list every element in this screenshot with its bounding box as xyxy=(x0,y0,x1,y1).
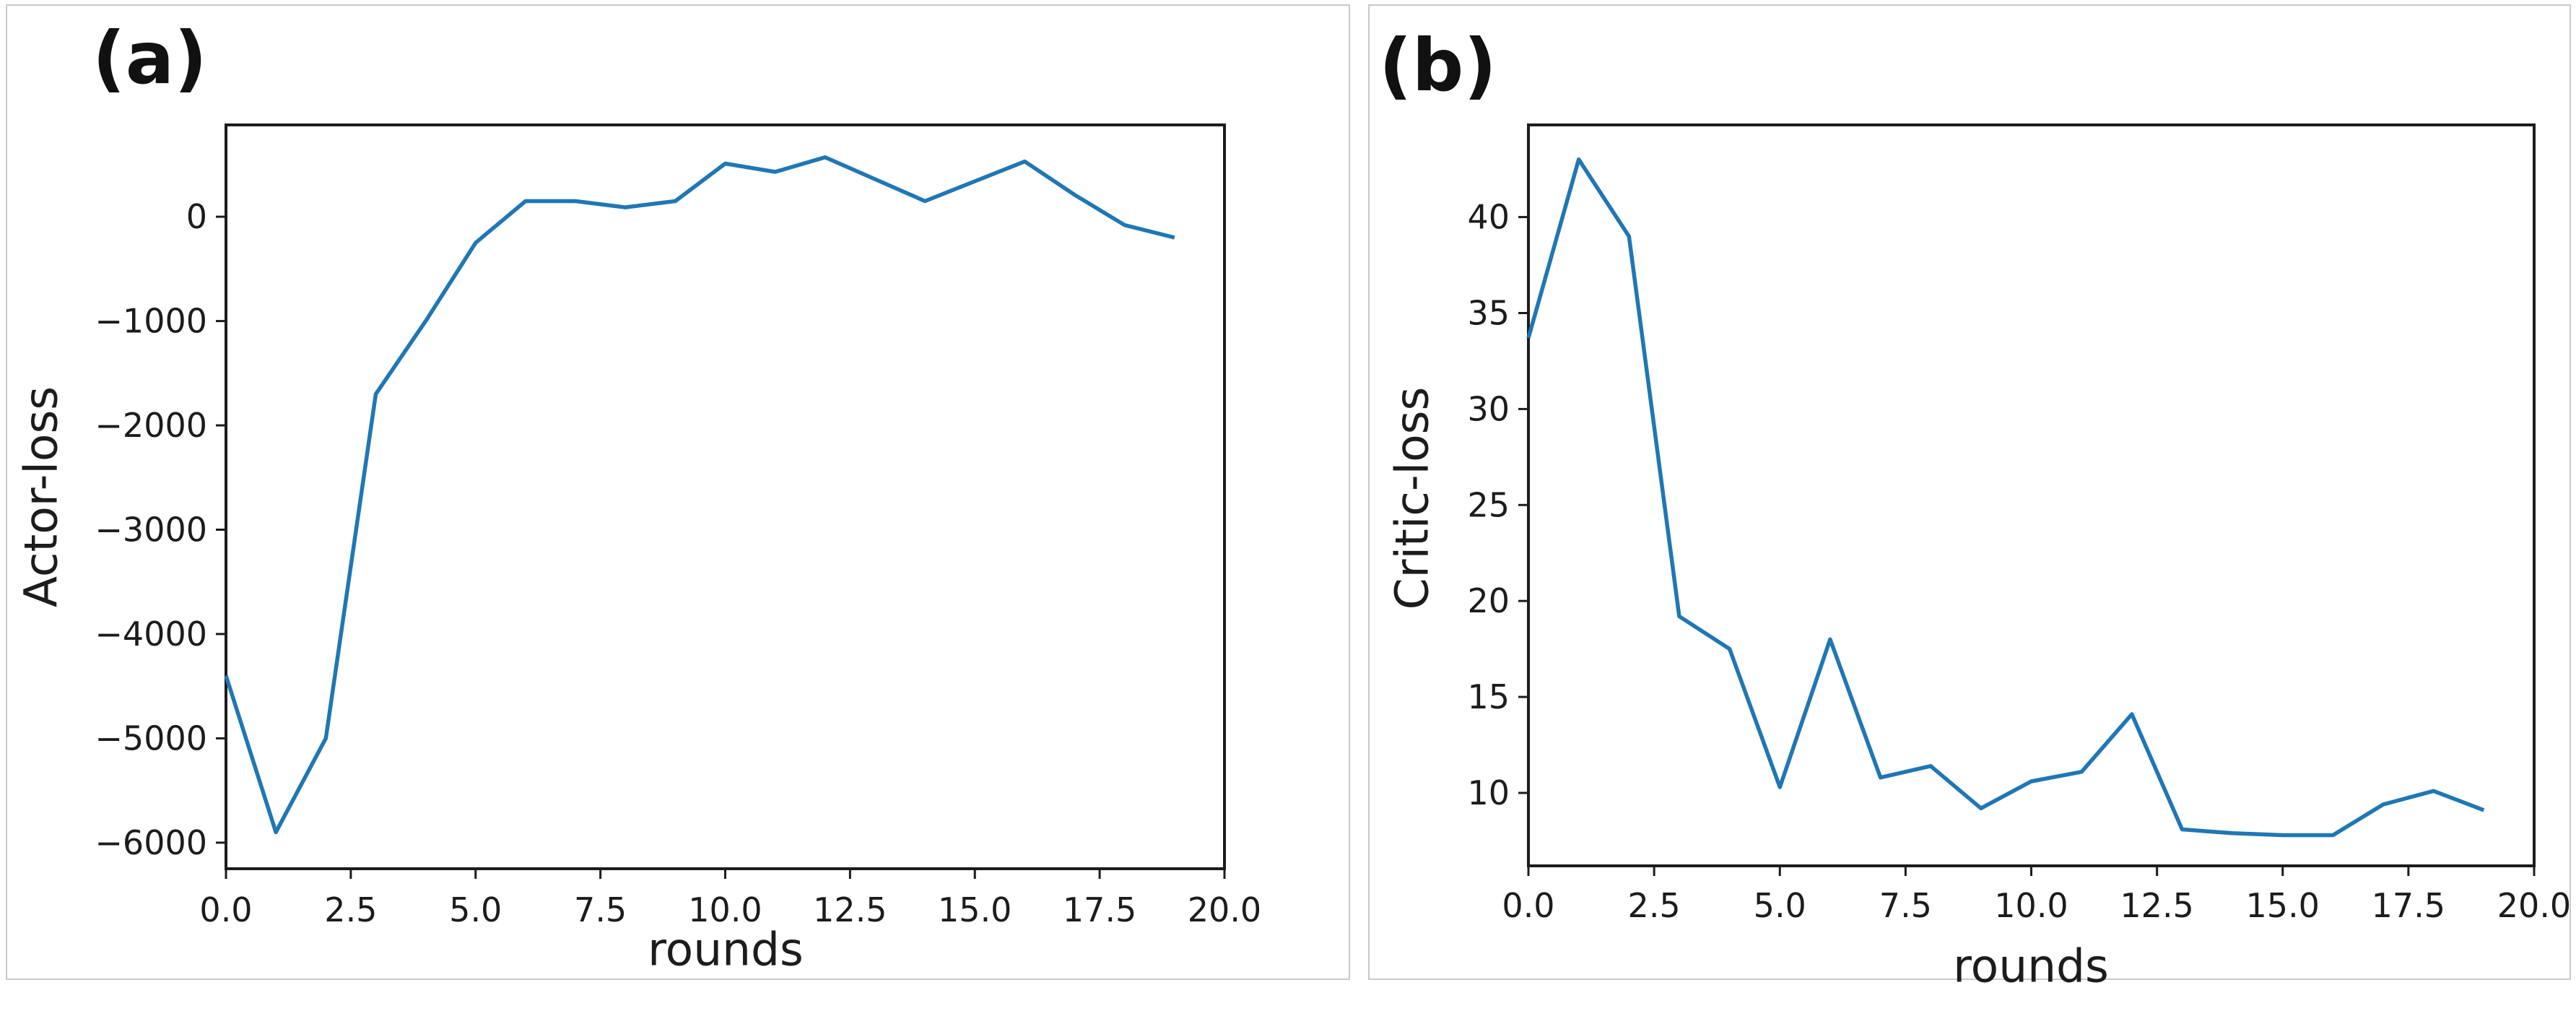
chart-b-plot: 0.0 2.5 5.0 7.5 10.0 12.5 15.0 17.5 20.0 10 15 20 25… xyxy=(1467,123,2571,925)
chart-a-xtick-label: 10.0 xyxy=(688,890,762,929)
chart-a-ytick-label: −2000 xyxy=(95,406,207,445)
chart-a-xlabel: rounds xyxy=(648,923,804,976)
chart-a-xtick-label: 5.0 xyxy=(449,890,502,929)
chart-a-ytick-label: −5000 xyxy=(95,719,207,758)
chart-a-xtick-label: 0.0 xyxy=(199,890,252,929)
chart-a-ylabel: Actor-loss xyxy=(14,386,68,608)
actor-loss-line xyxy=(224,155,1175,835)
chart-b-xtick-label: 17.5 xyxy=(2372,886,2445,925)
panel-b-label: (b) xyxy=(1379,23,1497,108)
chart-b-ytick-label: 25 xyxy=(1467,485,1510,524)
chart-b-xtick-label: 20.0 xyxy=(2497,886,2571,925)
chart-b-xtick-label: 5.0 xyxy=(1754,886,1806,925)
chart-b-ylabel: Critic-loss xyxy=(1385,386,1439,610)
chart-b-ytick-label: 30 xyxy=(1467,389,1510,428)
chart-b-xtick-label: 7.5 xyxy=(1879,886,1932,925)
chart-b-xlabel: rounds xyxy=(1953,940,2109,993)
chart-a-xtick-label: 20.0 xyxy=(1188,890,1261,929)
chart-a-xtick-label: 2.5 xyxy=(324,890,377,929)
chart-b-xtick-label: 2.5 xyxy=(1628,886,1681,925)
chart-a-xtick-label: 15.0 xyxy=(938,890,1011,929)
critic-loss-line xyxy=(1526,157,2485,838)
chart-b-ytick-label: 40 xyxy=(1467,198,1510,237)
chart-a-ytick-label: −6000 xyxy=(95,823,207,862)
chart-a-xtick-label: 7.5 xyxy=(574,890,627,929)
panel-a-label: (a) xyxy=(92,16,207,100)
panel-b xyxy=(1368,4,2571,980)
chart-a-xtick-label: 12.5 xyxy=(813,890,887,929)
chart-a-spines xyxy=(225,123,1226,870)
chart-b-xtick-label: 10.0 xyxy=(1994,886,2068,925)
chart-a-ytick-label: −3000 xyxy=(95,511,207,550)
panel-a xyxy=(6,4,1350,980)
chart-b-ytick-label: 20 xyxy=(1467,581,1510,620)
chart-a-ytick-label: 0 xyxy=(186,197,207,236)
chart-b-xtick-label: 15.0 xyxy=(2246,886,2320,925)
chart-b-xtick-label: 12.5 xyxy=(2120,886,2193,925)
chart-b-spines xyxy=(1527,123,2536,867)
chart-a-ytick-label: −1000 xyxy=(95,302,207,341)
chart-a-xtick-label: 17.5 xyxy=(1063,890,1136,929)
chart-a-plot: 0.0 2.5 5.0 7.5 10.0 12.5 15.0 17.5 20.0 0 −1000 −2… xyxy=(95,123,1261,929)
chart-b-ytick-label: 35 xyxy=(1467,293,1510,332)
chart-b-ytick-label: 10 xyxy=(1467,773,1510,812)
chart-a-ytick-label: −4000 xyxy=(95,615,207,654)
chart-b-ytick-label: 15 xyxy=(1467,677,1510,716)
chart-b-xtick-label: 0.0 xyxy=(1502,886,1554,925)
